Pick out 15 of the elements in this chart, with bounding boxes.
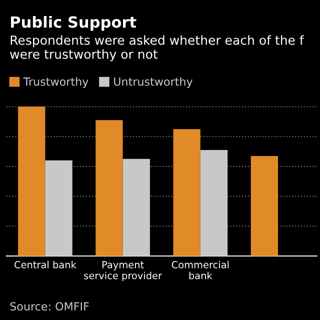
legend-label: Untrustworthy xyxy=(114,77,192,88)
bar xyxy=(96,120,123,256)
source-note: Source: OMFIF xyxy=(10,302,89,311)
chart-subtitle: Respondents were asked whether each of the f were trustworthy or not xyxy=(10,35,304,62)
bar xyxy=(250,156,278,256)
bar xyxy=(18,106,46,256)
bar xyxy=(45,160,72,256)
legend-label: Trustworthy xyxy=(23,77,88,88)
x-tick-label: Commercial bank xyxy=(172,260,229,280)
chart-title: Public Support xyxy=(11,16,136,31)
x-tick-label: Payment service provider xyxy=(84,261,162,282)
bar xyxy=(200,150,228,256)
bar xyxy=(122,158,150,256)
x-tick-label: Central bank xyxy=(14,260,76,268)
bar xyxy=(173,129,200,256)
